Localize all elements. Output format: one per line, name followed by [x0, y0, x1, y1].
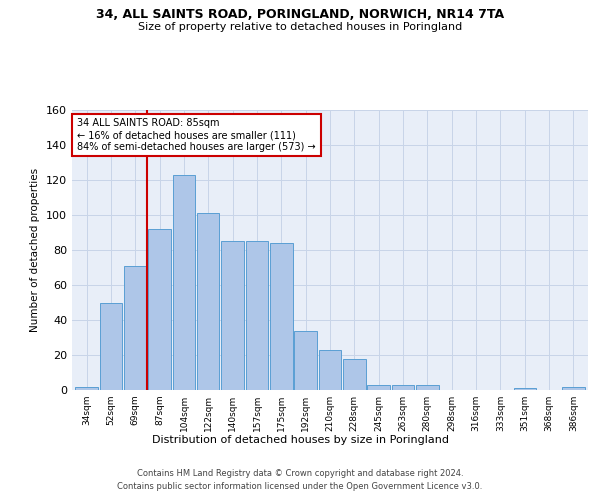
- Bar: [246, 242, 268, 390]
- Text: Contains public sector information licensed under the Open Government Licence v3: Contains public sector information licen…: [118, 482, 482, 491]
- Bar: [367, 385, 390, 390]
- Bar: [76, 386, 98, 390]
- Bar: [295, 330, 317, 390]
- Bar: [562, 386, 584, 390]
- Bar: [197, 213, 220, 390]
- Bar: [416, 385, 439, 390]
- Text: Size of property relative to detached houses in Poringland: Size of property relative to detached ho…: [138, 22, 462, 32]
- Bar: [100, 302, 122, 390]
- Bar: [392, 385, 414, 390]
- Text: Contains HM Land Registry data © Crown copyright and database right 2024.: Contains HM Land Registry data © Crown c…: [137, 468, 463, 477]
- Bar: [173, 175, 195, 390]
- Y-axis label: Number of detached properties: Number of detached properties: [31, 168, 40, 332]
- Bar: [270, 243, 293, 390]
- Bar: [343, 358, 365, 390]
- Bar: [124, 266, 146, 390]
- Bar: [221, 242, 244, 390]
- Bar: [148, 229, 171, 390]
- Text: 34 ALL SAINTS ROAD: 85sqm
← 16% of detached houses are smaller (111)
84% of semi: 34 ALL SAINTS ROAD: 85sqm ← 16% of detac…: [77, 118, 316, 152]
- Text: Distribution of detached houses by size in Poringland: Distribution of detached houses by size …: [151, 435, 449, 445]
- Text: 34, ALL SAINTS ROAD, PORINGLAND, NORWICH, NR14 7TA: 34, ALL SAINTS ROAD, PORINGLAND, NORWICH…: [96, 8, 504, 20]
- Bar: [514, 388, 536, 390]
- Bar: [319, 350, 341, 390]
